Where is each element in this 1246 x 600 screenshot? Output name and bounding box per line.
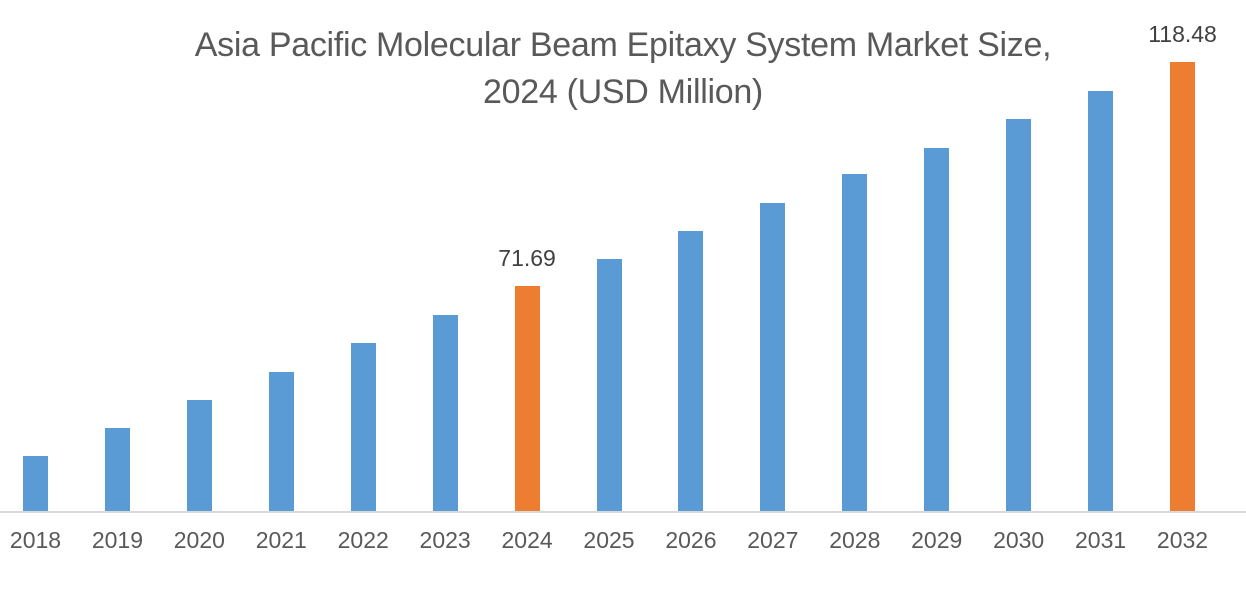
- x-tick-2019: 2019: [91, 527, 143, 553]
- x-tick-2029: 2029: [911, 527, 963, 553]
- bar-2029: [924, 148, 950, 511]
- x-tick-2028: 2028: [829, 527, 881, 553]
- bar-2030: [1006, 119, 1032, 511]
- bar-2028: [842, 174, 868, 511]
- bar-2019: [104, 428, 130, 511]
- x-tick-2027: 2027: [747, 527, 799, 553]
- x-tick-2020: 2020: [173, 527, 225, 553]
- bar-2025: [596, 259, 622, 511]
- x-tick-2022: 2022: [337, 527, 389, 553]
- data-label-2032: 118.48: [1148, 21, 1217, 47]
- bar-2024: [514, 286, 540, 511]
- chart-title-line2: 2024 (USD Million): [483, 73, 763, 111]
- data-label-2024: 71.69: [498, 245, 556, 271]
- x-tick-2025: 2025: [583, 527, 635, 553]
- bar-2018: [23, 456, 48, 511]
- bar-2027: [760, 203, 786, 511]
- bar-2021: [268, 372, 294, 511]
- x-tick-2031: 2031: [1074, 527, 1127, 553]
- x-tick-2018: 2018: [9, 527, 62, 553]
- x-tick-2024: 2024: [501, 527, 553, 553]
- bar-2031: [1088, 91, 1114, 511]
- bar-2026: [678, 231, 704, 511]
- x-tick-2023: 2023: [419, 527, 471, 553]
- bar-2023: [432, 315, 458, 511]
- x-tick-2030: 2030: [993, 527, 1045, 553]
- chart-title-line1: Asia Pacific Molecular Beam Epitaxy Syst…: [194, 26, 1052, 64]
- x-axis-line: [0, 511, 1246, 513]
- bar-2032: [1170, 62, 1196, 511]
- x-tick-2021: 2021: [255, 527, 307, 553]
- bar-2022: [350, 343, 376, 511]
- chart-title: Asia Pacific Molecular Beam Epitaxy Syst…: [0, 22, 1246, 116]
- bar-2020: [186, 400, 212, 511]
- plot-area: 71.69 118.48: [23, 21, 1217, 511]
- x-tick-2026: 2026: [665, 527, 717, 553]
- x-tick-2032: 2032: [1156, 527, 1209, 553]
